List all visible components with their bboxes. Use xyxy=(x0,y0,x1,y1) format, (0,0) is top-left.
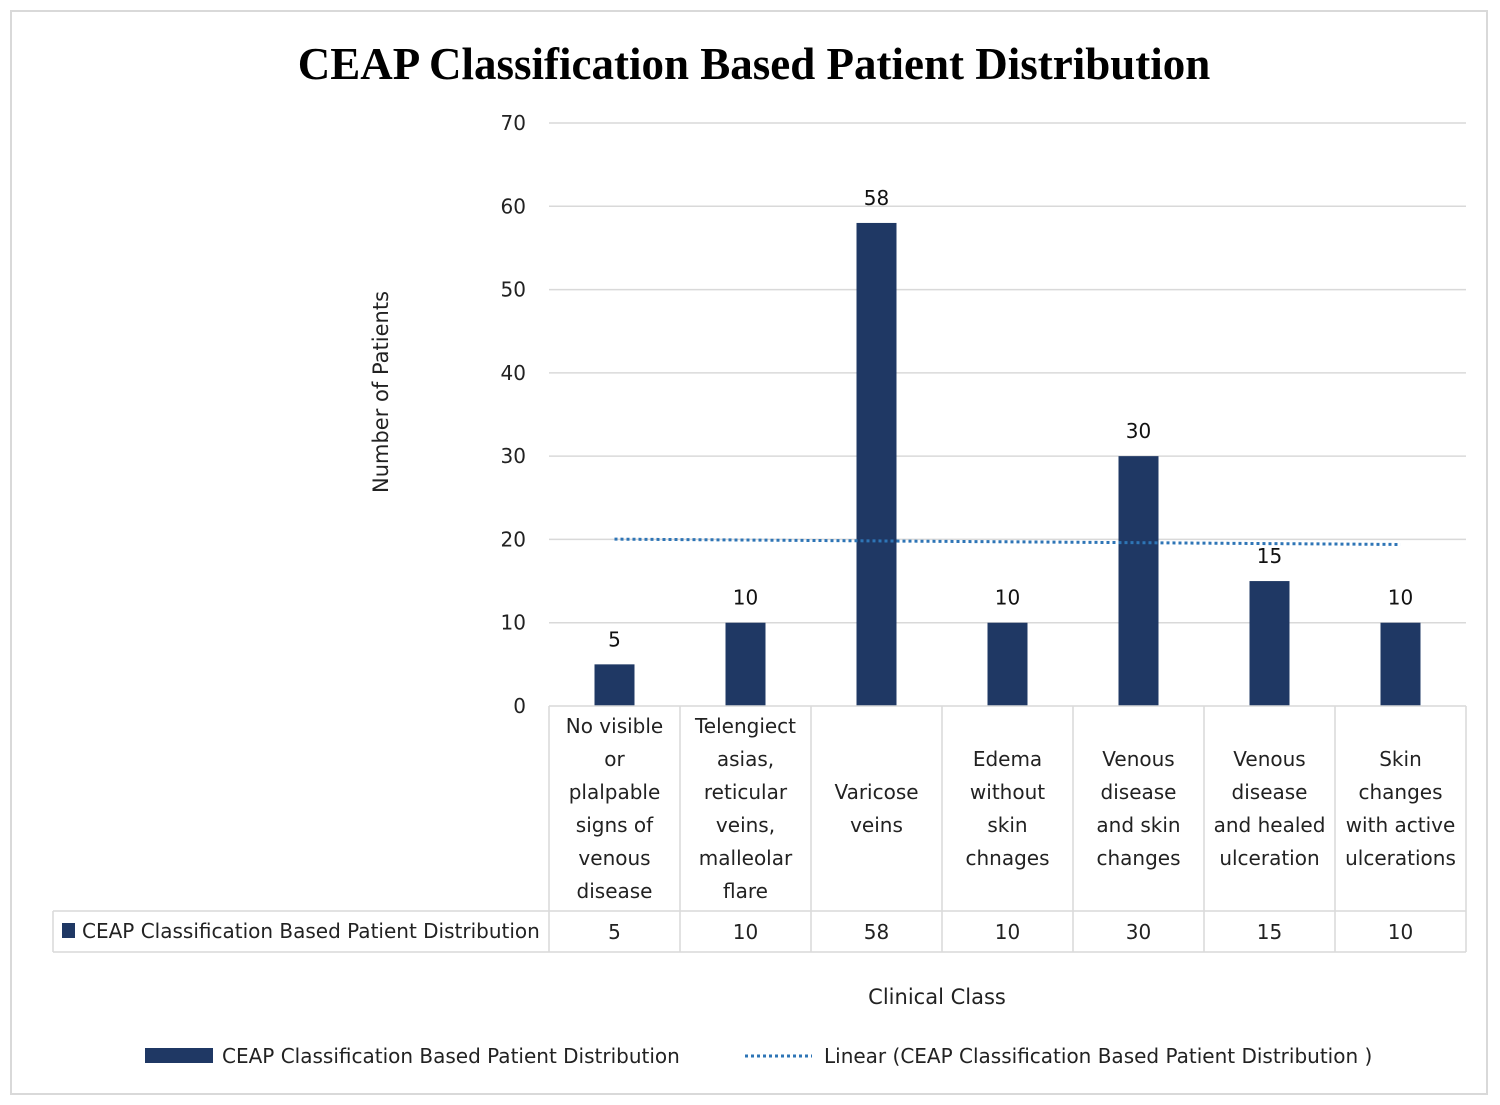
y-axis-ticks: 0 10 20 30 40 50 60 70 xyxy=(501,111,526,718)
data-label: 10 xyxy=(733,586,758,610)
y-tick-label: 0 xyxy=(513,694,526,718)
table-cell: 10 xyxy=(733,920,758,944)
chart-frame xyxy=(10,10,1488,1095)
gridlines xyxy=(549,122,1466,624)
table-cell: 10 xyxy=(1388,920,1413,944)
bar xyxy=(725,622,766,706)
bars xyxy=(594,222,1421,706)
table-cell: 30 xyxy=(1126,920,1151,944)
y-tick-label: 30 xyxy=(501,444,526,468)
bar xyxy=(594,664,635,706)
y-tick-label: 40 xyxy=(501,361,526,385)
y-tick-label: 70 xyxy=(501,111,526,135)
table-cell: 10 xyxy=(995,920,1020,944)
x-tick-label: No visible or plalpable signs of venous disea… xyxy=(566,714,663,903)
table-legend-key xyxy=(62,923,75,938)
trendline xyxy=(614,537,1401,546)
trendline-line xyxy=(614,537,1401,546)
bar xyxy=(1380,622,1421,706)
data-label: 10 xyxy=(1388,586,1413,610)
legend: CEAP Classification Based Patient Distri… xyxy=(145,1044,1372,1068)
x-tick-label: Venous disease and skin changes xyxy=(1096,747,1180,870)
bar xyxy=(1118,456,1159,706)
bar xyxy=(987,622,1028,706)
table-cell: 58 xyxy=(864,920,889,944)
x-tick-label: Edema without skin chnages xyxy=(965,747,1049,870)
chart-title: CEAP Classification Based Patient Distri… xyxy=(297,39,1211,89)
data-label: 15 xyxy=(1257,544,1282,568)
data-label: 5 xyxy=(608,627,621,651)
data-labels: 5 10 58 10 30 15 10 xyxy=(608,186,1413,651)
y-tick-label: 50 xyxy=(501,278,526,302)
table-cell: 15 xyxy=(1257,920,1282,944)
table-cell: 5 xyxy=(608,920,621,944)
x-tick-label: Telengiect asias, reticular veins, malleolar… xyxy=(694,714,796,903)
x-axis-label: Clinical Class xyxy=(868,985,1006,1009)
x-tick-label: Venous disease and healed ulceration xyxy=(1214,747,1326,870)
table-row-label: CEAP Classification Based Patient Distri… xyxy=(82,919,540,943)
y-tick-label: 10 xyxy=(501,611,526,635)
data-label: 30 xyxy=(1126,419,1151,443)
bar xyxy=(1249,581,1290,706)
legend-trend-label: Linear (CEAP Classification Based Patien… xyxy=(824,1044,1372,1068)
legend-bar-label: CEAP Classification Based Patient Distri… xyxy=(222,1044,680,1068)
y-tick-label: 20 xyxy=(501,527,526,551)
data-table: No visible or plalpable signs of venous disea… xyxy=(52,705,1467,953)
data-label: 58 xyxy=(864,186,889,210)
x-tick-label: Skin changes with active ulcerations xyxy=(1345,747,1456,870)
x-tick-label: Varicose veins xyxy=(834,780,918,837)
data-label: 10 xyxy=(995,586,1020,610)
bar xyxy=(856,222,897,706)
y-axis-label: Number of Patients xyxy=(369,291,393,493)
legend-bar-swatch xyxy=(145,1048,213,1063)
y-tick-label: 60 xyxy=(501,194,526,218)
